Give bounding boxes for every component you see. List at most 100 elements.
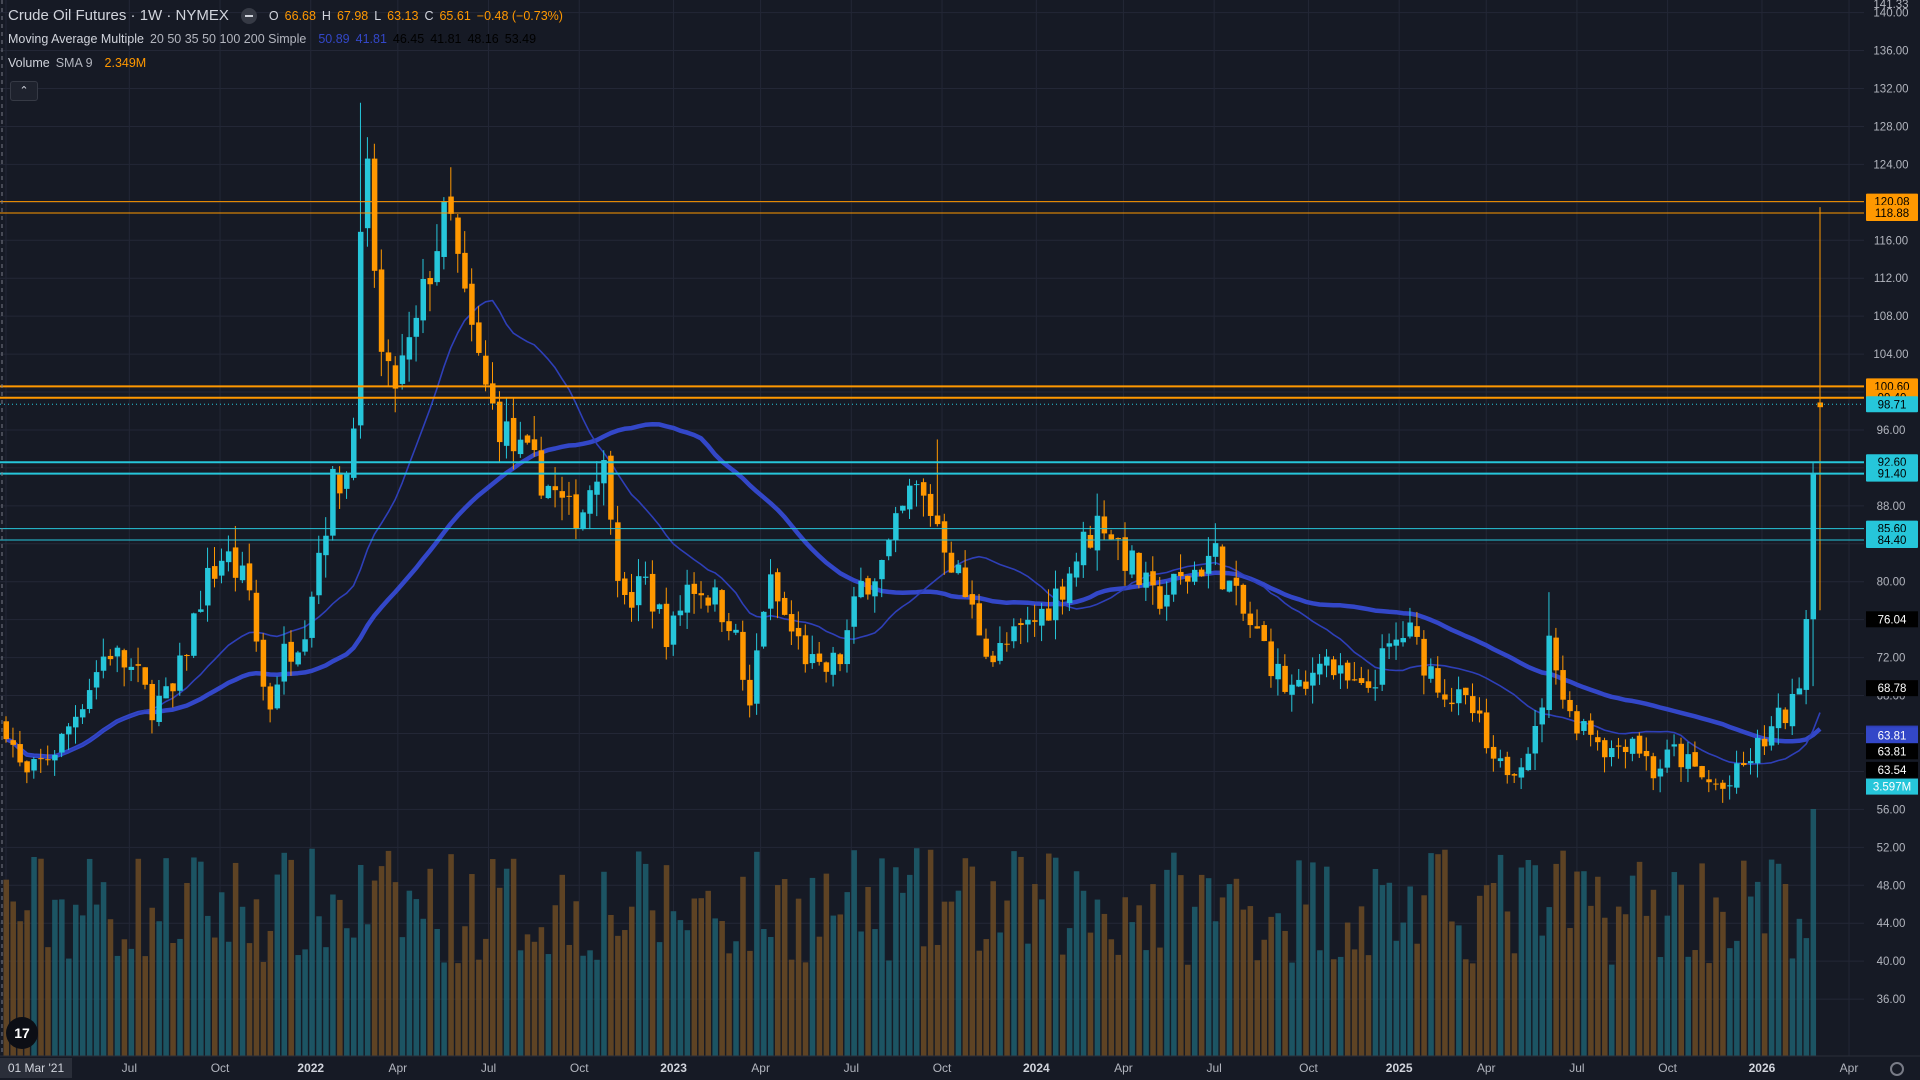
candle-body [86,690,93,709]
volume-bar [1782,883,1789,1056]
volume-bar [698,898,705,1056]
volume-bar [288,859,294,1056]
volume-bar [1678,884,1684,1056]
volume-bar [344,928,350,1056]
volume-bar [1608,964,1615,1056]
level-price-badge-label: 98.71 [1878,399,1907,411]
volume-bar [1553,863,1559,1056]
volume-bar [538,927,545,1056]
volume-bar [1087,932,1094,1056]
candle-body [142,667,149,685]
candle-body [559,491,566,498]
candle-body [59,733,65,753]
volume-legend[interactable]: Volume SMA 9 2.349M [8,56,146,70]
volume-bar [267,930,274,1056]
volume-bar [677,920,684,1056]
candle-body [1525,753,1532,771]
candle-body [1046,608,1052,621]
time-axis-tick: 2022 [297,1061,324,1075]
volume-bar [1358,906,1365,1056]
low-value: 63.13 [387,8,419,23]
candle-body [469,283,475,325]
candle-body [476,322,482,353]
price-axis-tick: 72.00 [1877,653,1906,665]
candle-body [1789,693,1796,727]
volume-bar [1080,890,1087,1056]
candle-body [1115,538,1122,540]
ma-value-2: 41.81 [355,32,387,46]
candle-body [17,744,23,763]
volume-bar [907,874,913,1056]
candle-body [1324,656,1330,666]
volume-bar [434,929,440,1056]
candle-body [656,604,663,610]
volume-bar [788,959,795,1056]
candle-body [225,551,232,563]
candle-body [774,572,781,602]
volume-bar [1025,943,1031,1056]
volume-bar [559,874,566,1056]
candle-body [1164,594,1170,607]
candle-body [622,578,628,595]
time-axis-tick: Jul [1206,1061,1221,1075]
volume-bar [1108,939,1115,1056]
candle-body [858,580,864,598]
candle-body [128,666,135,670]
symbol-title[interactable]: Crude Oil Futures · 1W · NYMEX [8,7,229,24]
volume-bar [510,858,517,1056]
candle-body [517,439,524,455]
volume-bar [1275,913,1281,1056]
volume-bar [858,931,864,1056]
volume-bar [337,899,343,1056]
candle-body [795,627,802,637]
volume-bar [830,915,837,1056]
volume-bar [1692,950,1698,1056]
volume-bar [1671,872,1678,1056]
candle-body [441,201,447,257]
candle-body [663,603,670,648]
level-price-badge-label: 84.40 [1878,535,1907,547]
volume-bar [1101,913,1108,1056]
volume-bar [740,876,746,1056]
candle-body [357,231,364,426]
candle-body [295,652,301,665]
volume-bar [705,890,711,1056]
candle-body [1317,663,1323,675]
volume-bar [31,856,37,1056]
candle-body [997,643,1003,661]
tradingview-logo[interactable]: 17 [6,1017,38,1049]
volume-bar [73,904,79,1056]
volume-bar [1032,884,1038,1056]
candle-body [184,655,190,657]
candle-body [1351,679,1358,681]
volume-bar [1372,868,1379,1056]
collapse-legend-button[interactable]: ⌃ [10,81,38,101]
candle-body [1400,638,1406,643]
volume-bar [615,935,621,1056]
candle-body [1337,665,1344,674]
candle-body [156,695,162,722]
volume-bar [691,898,698,1056]
volume-bar [955,890,962,1056]
volume-bar [893,867,899,1056]
volume-bar [1171,852,1177,1056]
candle-body [1678,743,1684,768]
candle-body [1449,702,1455,705]
hide-series-icon[interactable] [240,7,257,24]
candle-body [1261,625,1267,642]
volume-bar [1497,854,1504,1056]
volume-bar [1761,933,1768,1056]
volume-bar [114,955,121,1056]
volume-bar [177,938,183,1056]
volume-bar [1435,854,1441,1056]
volume-bar [253,899,260,1056]
ma-legend[interactable]: Moving Average Multiple 20 50 35 50 100 … [8,32,536,46]
candle-body [900,505,906,511]
volume-bar [1810,809,1817,1056]
volume-bar [844,892,850,1056]
candle-body [1157,586,1163,609]
settings-gear-icon[interactable] [1890,1062,1904,1076]
volume-bar [608,914,614,1056]
volume-bar [24,910,30,1056]
